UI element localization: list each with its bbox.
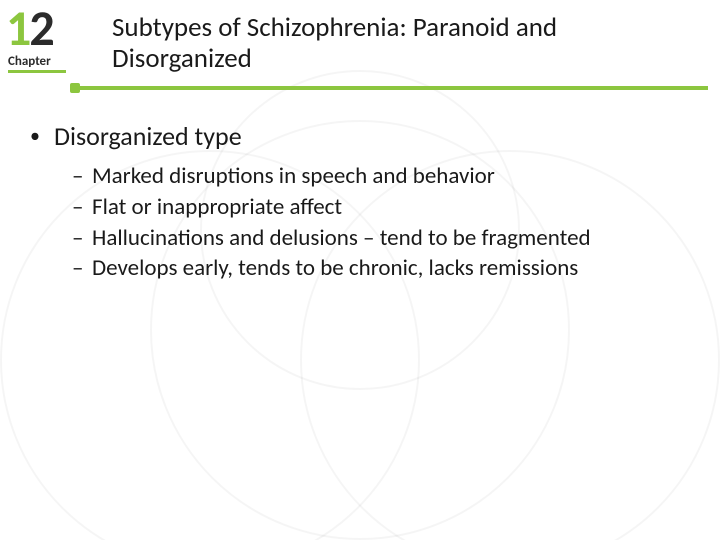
chapter-number-digit-2: 2: [29, 0, 52, 59]
chapter-number: 12: [6, 6, 102, 51]
chapter-badge: 12 Chapter: [6, 6, 102, 73]
chapter-number-digit-1: 1: [6, 0, 29, 59]
slide-title: Subtypes of Schizophrenia: Paranoid and …: [112, 12, 696, 74]
dash-marker: –: [72, 254, 92, 283]
bullet-text: Disorganized type: [54, 120, 242, 152]
slide-content: • Disorganized type – Marked disruptions…: [30, 120, 680, 285]
sub-bullet-list: – Marked disruptions in speech and behav…: [72, 162, 680, 283]
bullet-marker: •: [30, 120, 54, 152]
dash-marker: –: [72, 224, 92, 253]
sub-bullet-text: Flat or inappropriate affect: [92, 193, 342, 222]
sub-bullet-item: – Marked disruptions in speech and behav…: [72, 162, 680, 191]
sub-bullet-text: Marked disruptions in speech and behavio…: [92, 162, 495, 191]
sub-bullet-item: – Develops early, tends to be chronic, l…: [72, 254, 680, 283]
dash-marker: –: [72, 193, 92, 222]
dash-marker: –: [72, 162, 92, 191]
sub-bullet-item: – Hallucinations and delusions – tend to…: [72, 224, 680, 253]
title-divider: [76, 86, 708, 90]
chapter-label: Chapter: [8, 54, 66, 73]
sub-bullet-text: Develops early, tends to be chronic, lac…: [92, 254, 578, 283]
sub-bullet-text: Hallucinations and delusions – tend to b…: [92, 224, 591, 253]
bullet-item: • Disorganized type: [30, 120, 680, 152]
sub-bullet-item: – Flat or inappropriate affect: [72, 193, 680, 222]
